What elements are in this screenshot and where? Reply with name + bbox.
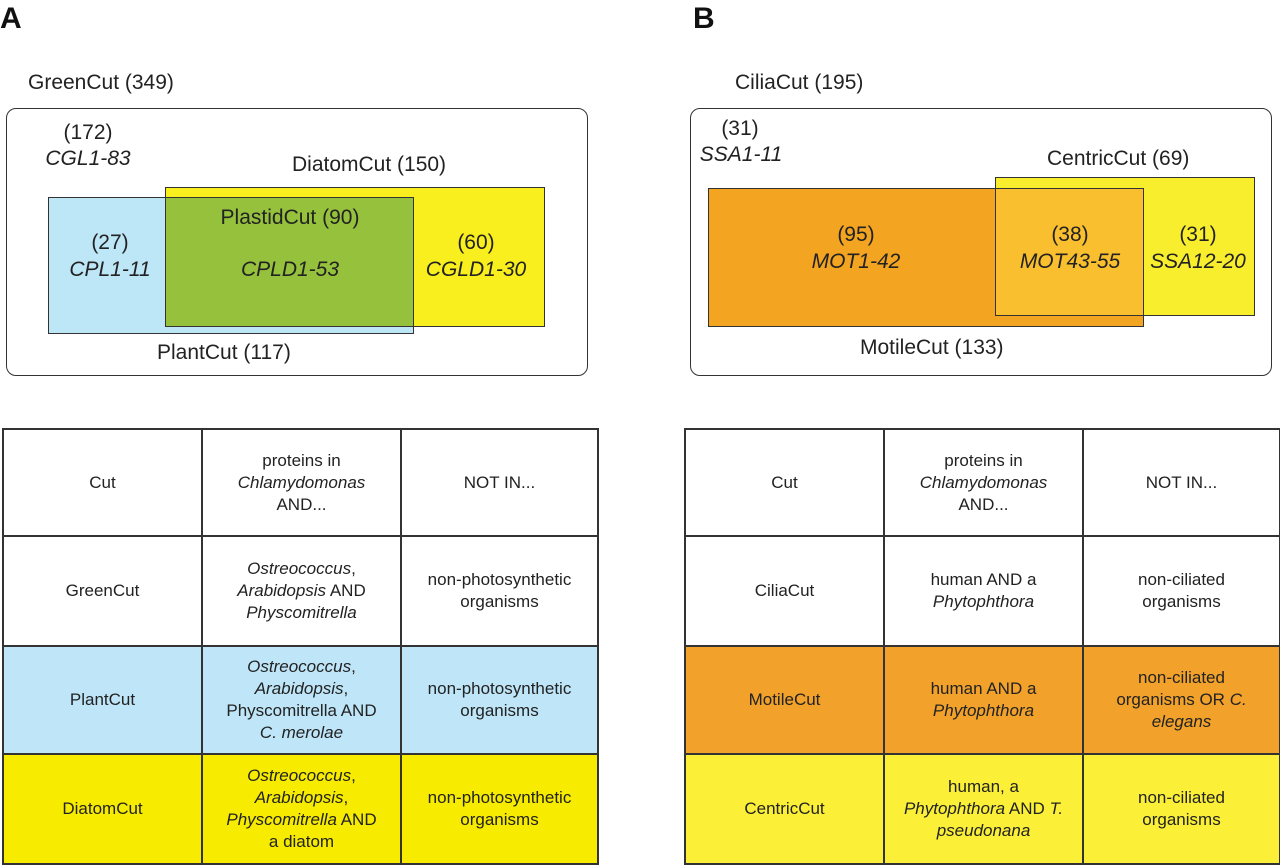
plastidcut-label: PlastidCut (90) <box>220 206 360 229</box>
header-proteins-in: proteins in Chlamydomonas AND... <box>883 428 1084 537</box>
greencut-label: GreenCut (349) <box>28 71 174 94</box>
overlap-count: (38) <box>1051 223 1089 246</box>
cuts-table-b: Cut proteins in Chlamydomonas AND... NOT… <box>684 428 1280 865</box>
diatomcut-only-ids: CGLD1-30 <box>425 258 527 281</box>
plastidcut-region <box>165 197 414 327</box>
row-not-in: non-photosynthetic organisms <box>400 645 599 755</box>
table-row: CiliaCut human AND a Phytophthora non-ci… <box>684 535 1280 647</box>
centriccut-only-count: (31) <box>1179 223 1217 246</box>
centriccut-outline <box>995 177 1255 316</box>
row-not-in: non-photosynthetic organisms <box>400 753 599 865</box>
row-cut: PlantCut <box>2 645 203 755</box>
header-cut: Cut <box>684 428 885 537</box>
header-not-in: NOT IN... <box>400 428 599 537</box>
plastidcut-ids: CPLD1-53 <box>240 258 340 281</box>
greencut-only-ids: CGL1-83 <box>45 147 131 170</box>
row-not-in: non-ciliated organisms OR C. elegans <box>1082 645 1280 755</box>
row-proteins-in: Ostreococcus, Arabidopsis AND Physcomitr… <box>201 535 402 647</box>
header-not-in: NOT IN... <box>1082 428 1280 537</box>
row-proteins-in: Ostreococcus, Arabidopsis, Physcomitrell… <box>201 645 402 755</box>
panel-letter-a: A <box>0 2 22 35</box>
row-cut: DiatomCut <box>2 753 203 865</box>
row-not-in: non-ciliated organisms <box>1082 535 1280 647</box>
table-header-row: Cut proteins in Chlamydomonas AND... NOT… <box>684 428 1280 537</box>
header-cut: Cut <box>2 428 203 537</box>
ciliacut-only-ids: SSA1-11 <box>699 143 783 166</box>
panel-letter-b: B <box>693 2 715 35</box>
row-proteins-in: human, a Phytophthora AND T. pseudonana <box>883 753 1084 865</box>
row-cut: GreenCut <box>2 535 203 647</box>
ciliacut-frame <box>690 108 1272 376</box>
row-not-in: non-photosynthetic organisms <box>400 535 599 647</box>
centriccut-label: CentricCut (69) <box>1047 147 1190 170</box>
ciliacut-only-count: (31) <box>721 117 759 140</box>
table-row: CentricCut human, a Phytophthora AND T. … <box>684 753 1280 865</box>
header-proteins-in: proteins in Chlamydomonas AND... <box>201 428 402 537</box>
motilecut-only-count: (95) <box>837 223 875 246</box>
table-row: GreenCut Ostreococcus, Arabidopsis AND P… <box>2 535 599 647</box>
plantcut-only-count: (27) <box>91 231 129 254</box>
row-cut: CiliaCut <box>684 535 885 647</box>
ciliacut-label: CiliaCut (195) <box>735 71 864 94</box>
motilecut-label: MotileCut (133) <box>860 336 1004 359</box>
motile-centric-overlap-region <box>995 188 1144 316</box>
row-proteins-in: human AND a Phytophthora <box>883 535 1084 647</box>
row-proteins-in: human AND a Phytophthora <box>883 645 1084 755</box>
table-row: DiatomCut Ostreococcus, Arabidopsis, Phy… <box>2 753 599 865</box>
greencut-frame <box>6 108 588 376</box>
overlap-ids: MOT43-55 <box>1019 250 1121 273</box>
row-cut: CentricCut <box>684 753 885 865</box>
table-header-row: Cut proteins in Chlamydomonas AND... NOT… <box>2 428 599 537</box>
row-cut: MotileCut <box>684 645 885 755</box>
table-row: PlantCut Ostreococcus, Arabidopsis, Phys… <box>2 645 599 755</box>
motilecut-only-ids: MOT1-42 <box>811 250 901 273</box>
diatomcut-only-count: (60) <box>457 231 495 254</box>
cuts-table-a: Cut proteins in Chlamydomonas AND... NOT… <box>2 428 599 865</box>
plantcut-only-ids: CPL1-11 <box>69 258 151 281</box>
greencut-only-count: (172) <box>63 121 113 144</box>
centriccut-only-ids: SSA12-20 <box>1150 250 1246 273</box>
plantcut-outline <box>48 197 414 334</box>
row-proteins-in: Ostreococcus, Arabidopsis, Physcomitrell… <box>201 753 402 865</box>
table-row: MotileCut human AND a Phytophthora non-c… <box>684 645 1280 755</box>
row-not-in: non-ciliated organisms <box>1082 753 1280 865</box>
plantcut-label: PlantCut (117) <box>157 341 291 364</box>
diatomcut-label: DiatomCut (150) <box>292 153 447 176</box>
